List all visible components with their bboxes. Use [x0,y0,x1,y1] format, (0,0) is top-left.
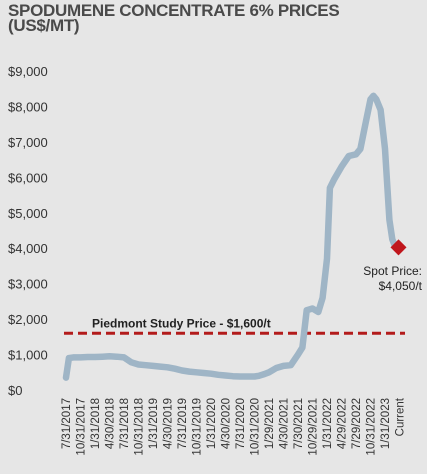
x-tick-label: 7/31/2018 [119,398,131,449]
x-tick-label: 4/30/2018 [105,398,117,449]
y-tick-label: $8,000 [8,99,48,114]
x-tick-label: Current [395,397,407,436]
x-tick-label: 10/31/2018 [134,398,146,456]
y-axis: $0 $1,000 $2,000 $3,000 $4,000 $5,000 $6,000 $7… [8,64,48,398]
y-tick-label: $2,000 [8,312,48,327]
x-tick-label: 1/31/2020 [206,398,218,449]
chart-title-line-2: (US$/MT) [8,16,80,35]
x-tick-label: 7/31/2019 [177,398,189,449]
x-tick-label: 7/31/2020 [235,398,247,449]
price-line [62,92,399,381]
x-tick-label: 1/31/2019 [148,398,160,449]
y-tick-label: $5,000 [8,206,48,221]
chart-title-line-1: SPODUMENE CONCENTRATE 6% PRICES [8,1,340,20]
x-tick-label: 10/31/2020 [250,398,262,456]
y-tick-label: $1,000 [8,348,48,363]
x-tick-label: 1/29/2021 [264,398,276,449]
y-tick-label: $6,000 [8,170,48,185]
x-tick-label: 7/29/2022 [351,398,363,449]
x-tick-label: 1/31/2022 [322,398,334,449]
y-tick-label: $0 [8,383,22,398]
x-tick-label: 1/31/2023 [380,398,392,449]
x-tick-label: 4/30/2019 [163,398,175,449]
x-tick-label: 10/29/2021 [308,398,320,456]
chart-title: SPODUMENE CONCENTRATE 6% PRICES (US$/MT) [8,1,423,35]
x-tick-label: 4/29/2022 [337,398,349,449]
spot-price-annotation: Spot Price:$4,050/t [363,239,423,293]
spot-price-label-line-2: $4,050/t [379,279,423,293]
x-tick-label: 7/30/2021 [293,398,305,449]
y-tick-label: $7,000 [8,135,48,150]
spot-price-label-line-1: Spot Price: [363,264,422,278]
y-tick-label: $3,000 [8,277,48,292]
x-tick-label: 1/31/2018 [90,398,102,449]
x-tick-label: 10/31/2022 [366,398,378,456]
x-axis: 7/31/2017 10/31/2017 1/31/2018 4/30/2018 7/3… [61,397,407,455]
spot-price-marker [390,239,407,256]
study-price-reference: Piedmont Study Price - $1,600/t [64,316,405,335]
x-tick-label: 7/31/2017 [61,398,73,449]
study-price-label: Piedmont Study Price - $1,600/t [92,316,271,330]
x-tick-label: 10/31/2019 [192,398,204,456]
y-tick-label: $9,000 [8,64,48,79]
x-tick-label: 4/30/2021 [279,398,291,449]
x-tick-label: 10/31/2017 [76,398,88,456]
x-tick-label: 4/30/2020 [221,398,233,449]
y-tick-label: $4,000 [8,241,48,256]
price-series [62,92,399,381]
